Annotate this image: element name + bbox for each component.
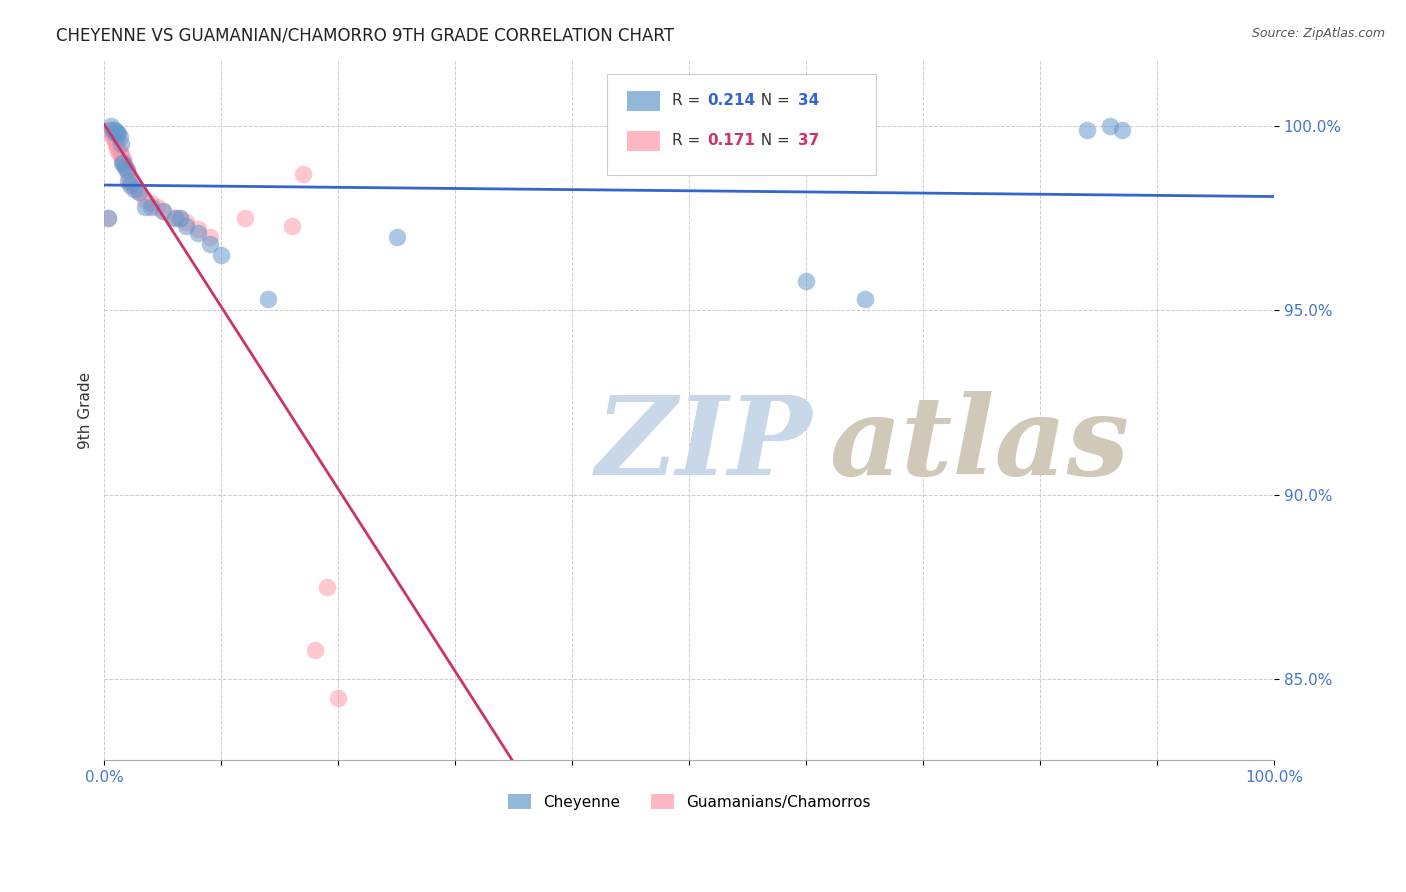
Point <box>169 211 191 226</box>
Text: atlas: atlas <box>830 392 1130 499</box>
Point <box>853 293 876 307</box>
Point <box>122 182 145 196</box>
Point <box>108 130 131 145</box>
FancyBboxPatch shape <box>627 91 659 111</box>
Point <box>257 293 280 307</box>
Point <box>198 237 221 252</box>
Text: 37: 37 <box>799 134 820 148</box>
Point <box>233 211 256 226</box>
Point <box>1099 119 1122 133</box>
Point <box>111 152 134 166</box>
Point <box>108 145 131 159</box>
Point <box>187 222 209 236</box>
Point <box>100 127 122 141</box>
Point <box>107 145 129 159</box>
Point <box>328 690 350 705</box>
Point <box>163 211 186 226</box>
Text: Source: ZipAtlas.com: Source: ZipAtlas.com <box>1251 27 1385 40</box>
Text: ZIP: ZIP <box>596 392 813 499</box>
Point <box>117 167 139 181</box>
Point <box>187 226 209 240</box>
Point <box>128 186 150 200</box>
Point <box>112 156 135 170</box>
Point <box>97 211 120 226</box>
Text: R =: R = <box>672 134 704 148</box>
Point <box>174 219 197 233</box>
Point <box>198 229 221 244</box>
Point <box>163 211 186 226</box>
Point <box>174 215 197 229</box>
FancyBboxPatch shape <box>607 74 876 175</box>
Point <box>114 160 136 174</box>
Point <box>115 163 138 178</box>
Point <box>385 229 408 244</box>
FancyBboxPatch shape <box>627 131 659 151</box>
Point <box>146 200 169 214</box>
Point <box>141 200 163 214</box>
Point <box>280 219 302 233</box>
Point <box>794 274 817 288</box>
Point <box>152 203 174 218</box>
Point <box>101 130 124 145</box>
Point <box>98 122 121 136</box>
Text: N =: N = <box>751 94 794 109</box>
Y-axis label: 9th Grade: 9th Grade <box>79 371 93 449</box>
Point <box>97 211 120 226</box>
Point <box>304 642 326 657</box>
Point <box>115 163 138 178</box>
Point <box>152 203 174 218</box>
Point <box>105 127 128 141</box>
Point <box>122 178 145 192</box>
Point <box>209 248 232 262</box>
Point <box>101 122 124 136</box>
Point <box>104 134 127 148</box>
Point <box>105 127 128 141</box>
Point <box>292 167 315 181</box>
Point <box>98 122 121 136</box>
Point <box>107 127 129 141</box>
Point <box>112 156 135 170</box>
Legend: Cheyenne, Guamanians/Chamorros: Cheyenne, Guamanians/Chamorros <box>502 788 876 816</box>
Point <box>112 152 135 166</box>
Text: CHEYENNE VS GUAMANIAN/CHAMORRO 9TH GRADE CORRELATION CHART: CHEYENNE VS GUAMANIAN/CHAMORRO 9TH GRADE… <box>56 27 675 45</box>
Point <box>120 174 142 188</box>
Point <box>110 137 132 152</box>
Text: 0.214: 0.214 <box>707 94 755 109</box>
Point <box>114 160 136 174</box>
Point <box>1111 122 1133 136</box>
Point <box>104 127 127 141</box>
Point <box>110 148 132 162</box>
Text: 34: 34 <box>799 94 820 109</box>
Point <box>169 211 191 226</box>
Point <box>104 122 127 136</box>
Point <box>141 196 163 211</box>
Point <box>128 186 150 200</box>
Text: 0.171: 0.171 <box>707 134 755 148</box>
Text: N =: N = <box>751 134 794 148</box>
Point <box>315 580 337 594</box>
Point <box>120 178 142 192</box>
Text: R =: R = <box>672 94 704 109</box>
Point <box>100 119 122 133</box>
Point <box>103 130 125 145</box>
Point <box>134 193 156 207</box>
Point <box>117 174 139 188</box>
Point <box>105 137 128 152</box>
Point <box>134 200 156 214</box>
Point <box>111 156 134 170</box>
Point <box>1076 122 1098 136</box>
Point <box>105 141 128 155</box>
Point <box>127 182 149 196</box>
